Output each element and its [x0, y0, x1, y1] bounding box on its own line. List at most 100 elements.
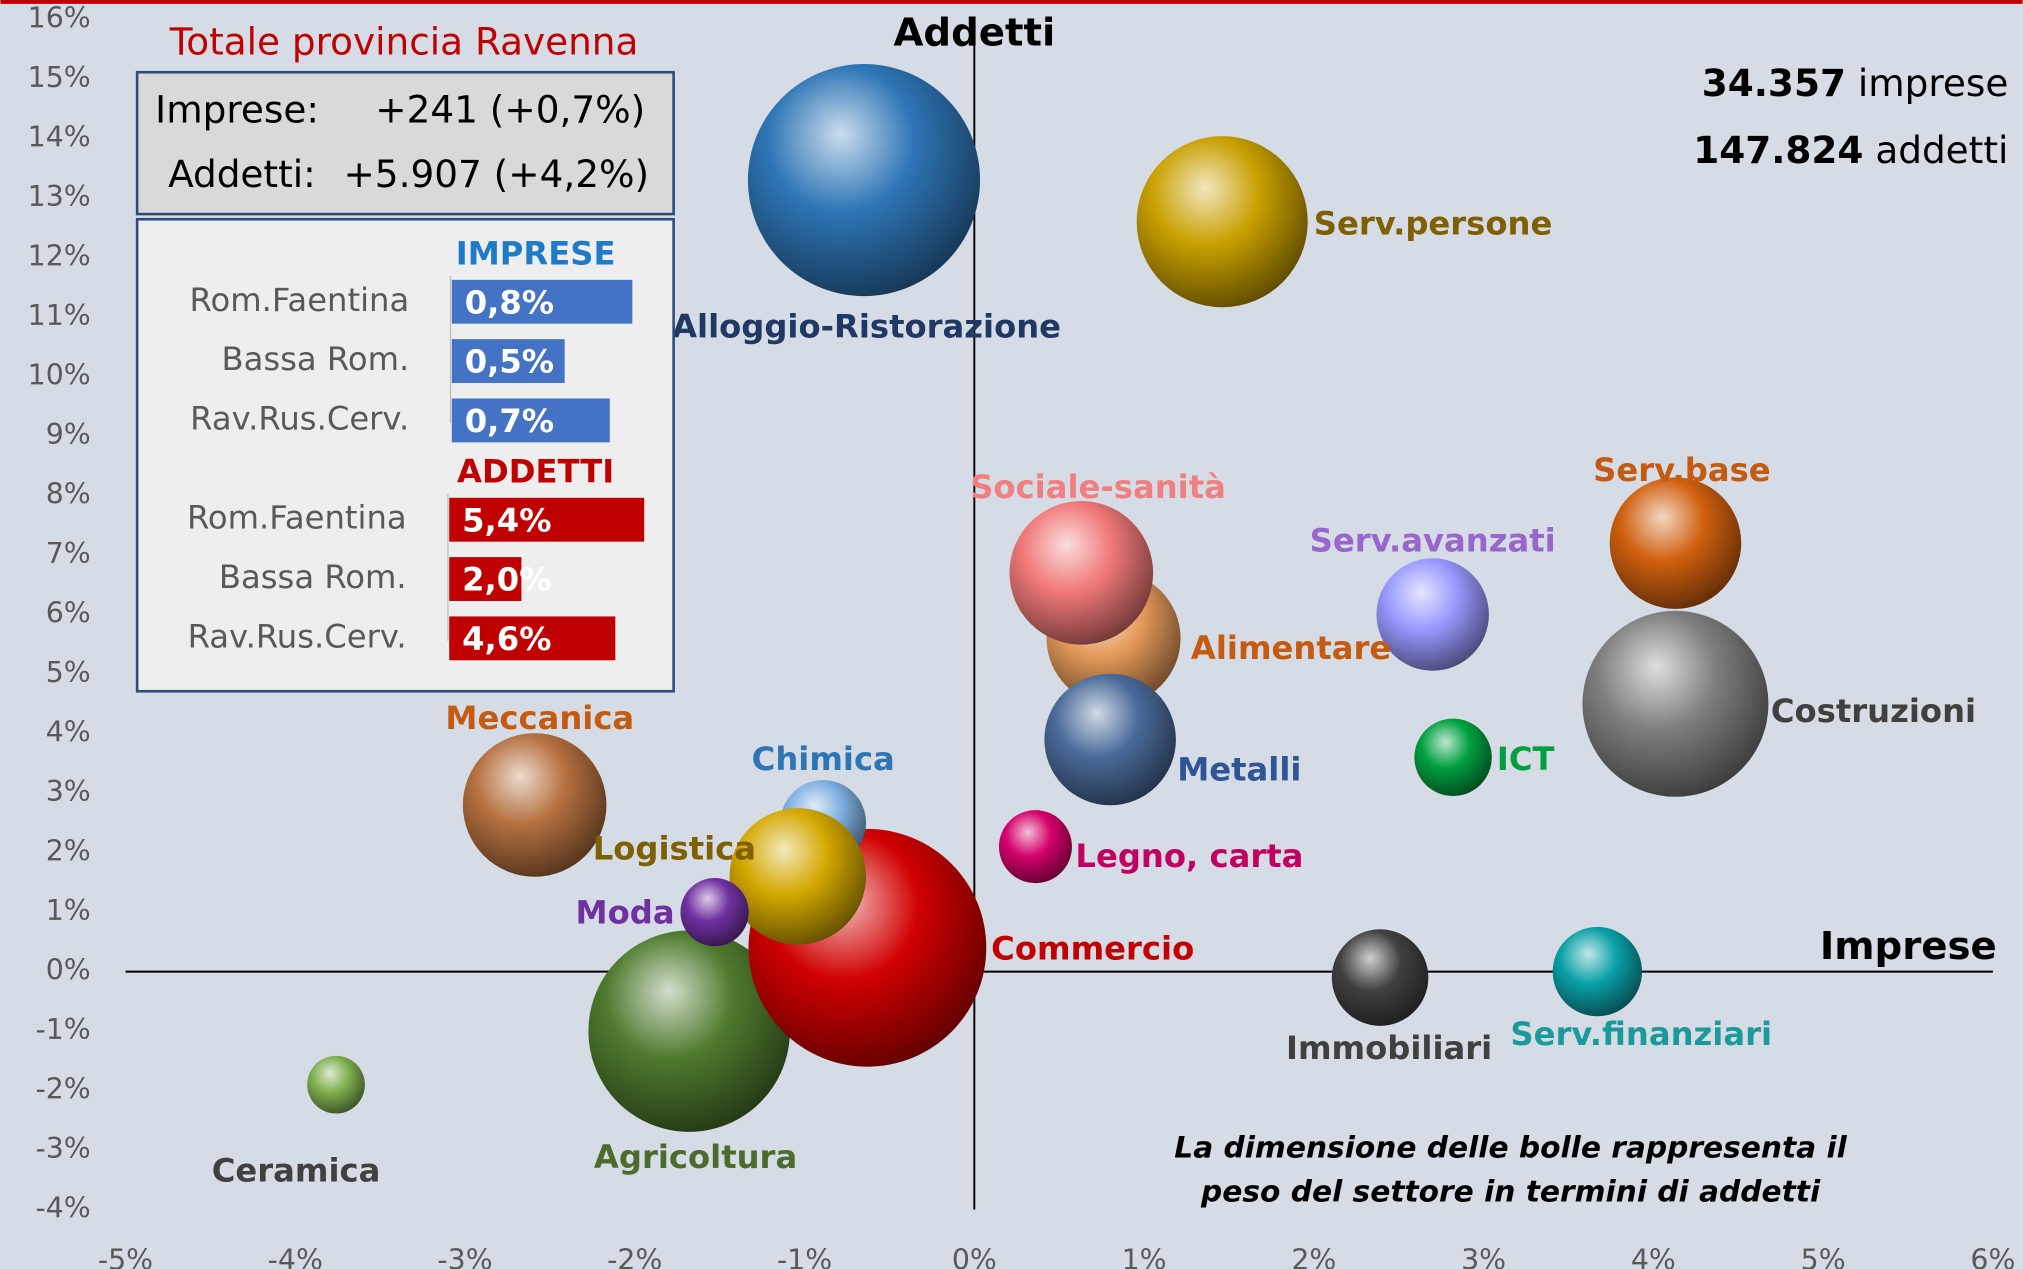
- summary-value: +241 (+0,7%): [375, 88, 645, 132]
- x-tick-label: 0%: [952, 1243, 997, 1269]
- bubble: [1009, 501, 1154, 645]
- y-tick-label: 12%: [28, 239, 91, 272]
- bubble-label: Ceramica: [212, 1151, 381, 1189]
- bubble: [680, 877, 749, 947]
- bubble: [747, 63, 981, 297]
- bubble-label: Moda: [576, 894, 675, 932]
- x-tick-label: -5%: [98, 1243, 153, 1269]
- bubble-label: Immobiliari: [1286, 1029, 1492, 1067]
- inset-title: ADDETTI: [457, 452, 614, 490]
- bubble-label: Meccanica: [445, 699, 634, 737]
- bubble: [729, 808, 867, 945]
- bubble-label: Costruzioni: [1771, 692, 1976, 730]
- y-tick-label: 13%: [28, 180, 91, 213]
- y-tick-label: 4%: [46, 716, 91, 749]
- total: 147.824 addetti: [1693, 128, 2008, 172]
- bubble: [998, 810, 1072, 884]
- inset-bar: [449, 557, 522, 601]
- x-tick-label: 1%: [1122, 1243, 1167, 1269]
- bubble-label: Chimica: [752, 740, 895, 778]
- note: La dimensione delle bolle rappresenta il: [1174, 1130, 1847, 1165]
- inset-category: Bassa Rom.: [219, 558, 407, 596]
- bubble: [1414, 718, 1492, 797]
- inset-value-label: 4,6%: [462, 620, 551, 658]
- bubble-label: Serv.avanzati: [1310, 521, 1556, 559]
- inset-value-label: 2,0%: [462, 561, 551, 599]
- inset-value-label: 0,8%: [465, 283, 554, 321]
- bubble: [588, 930, 790, 1132]
- bubble: [1582, 610, 1769, 797]
- inset-bar: [449, 497, 645, 542]
- summary-title: Totale provincia Ravenna: [169, 19, 639, 63]
- top-bar: [0, 0, 2023, 4]
- bubble-label: Serv.persone: [1314, 205, 1553, 243]
- bubble-label: Alloggio-Ristorazione: [672, 307, 1061, 345]
- summary-value: +5.907 (+4,2%): [343, 152, 649, 196]
- y-tick-label: 15%: [28, 61, 91, 94]
- inset-title: IMPRESE: [456, 234, 616, 272]
- y-tick-label: 14%: [28, 120, 91, 153]
- y-tick-label: 9%: [46, 418, 91, 451]
- inset-category: Rom.Faentina: [190, 281, 410, 319]
- y-tick-label: 6%: [46, 597, 91, 630]
- bubble-label: Metalli: [1177, 751, 1301, 789]
- x-tick-label: 6%: [1970, 1243, 2015, 1269]
- x-tick-label: -1%: [777, 1243, 832, 1269]
- bubble: [1044, 673, 1176, 806]
- summary-box: [135, 70, 675, 216]
- x-tick-label: 5%: [1801, 1243, 1846, 1269]
- summary-label: Imprese:: [155, 88, 319, 132]
- y-axis-label: Addetti: [893, 10, 1055, 55]
- y-tick-label: 0%: [46, 954, 91, 987]
- y-tick-label: 10%: [28, 358, 91, 391]
- bubble-label: Agricoltura: [594, 1138, 797, 1176]
- inset-value-label: 0,5%: [465, 343, 554, 381]
- y-tick-label: 7%: [46, 537, 91, 570]
- bubble: [1376, 558, 1489, 671]
- inset-value-label: 5,4%: [462, 501, 551, 539]
- total-text: imprese: [1858, 61, 2009, 105]
- bubble: [462, 733, 607, 877]
- y-tick-label: 16%: [28, 1, 91, 34]
- total-value: 34.357: [1702, 61, 1846, 105]
- y-tick-label: 8%: [46, 477, 91, 510]
- x-tick-label: -3%: [437, 1243, 492, 1269]
- y-tick-label: -2%: [35, 1073, 90, 1106]
- bubble-label: Serv.base: [1593, 451, 1770, 489]
- inset-category: Rom.Faentina: [187, 499, 407, 537]
- y-tick-label: -4%: [35, 1192, 90, 1225]
- bubble-label: Sociale-sanità: [970, 468, 1226, 506]
- total-value: 147.824: [1693, 128, 1863, 172]
- bubble-label: Alimentare: [1191, 629, 1391, 667]
- bubble: [1552, 926, 1643, 1017]
- inset-category: Bassa Rom.: [221, 340, 409, 378]
- inset-category: Rav.Rus.Cerv.: [190, 399, 409, 437]
- x-axis-label: Imprese: [1820, 924, 1997, 969]
- bubble: [1136, 136, 1308, 308]
- inset-category: Rav.Rus.Cerv.: [188, 617, 407, 655]
- x-tick-label: -4%: [268, 1243, 323, 1269]
- y-tick-label: -3%: [35, 1132, 90, 1165]
- bubble: [1609, 477, 1742, 609]
- bubble: [1331, 929, 1429, 1026]
- inset-bar: [451, 339, 565, 384]
- inset-bar: [451, 398, 610, 443]
- bubble: [307, 1055, 365, 1114]
- bubble-label: Serv.finanziari: [1510, 1015, 1772, 1053]
- y-tick-label: 2%: [46, 835, 91, 868]
- bubble-label: Commercio: [991, 929, 1194, 967]
- total-text: addetti: [1875, 128, 2008, 172]
- y-tick-label: 1%: [46, 894, 91, 927]
- y-tick-label: 5%: [46, 656, 91, 689]
- x-tick-label: -2%: [607, 1243, 662, 1269]
- bubble-label: ICT: [1497, 740, 1555, 778]
- summary-label: Addetti:: [168, 152, 316, 196]
- y-tick-label: -1%: [35, 1013, 90, 1046]
- bubble-label: Logistica: [593, 830, 756, 868]
- inset-bar: [449, 616, 616, 661]
- bubble-label: Legno, carta: [1075, 837, 1303, 875]
- inset-value-label: 0,7%: [465, 402, 554, 440]
- total: 34.357 imprese: [1702, 61, 2009, 105]
